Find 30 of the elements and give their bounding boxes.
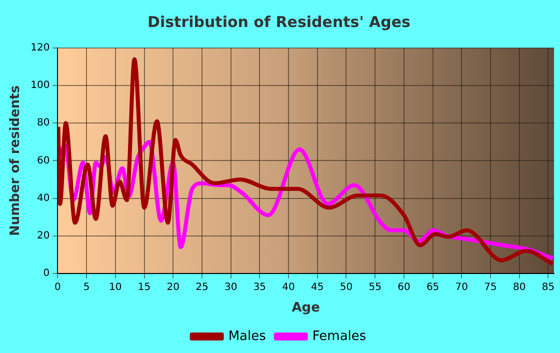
x-tick-label: 45 bbox=[311, 282, 324, 293]
x-tick-label: 30 bbox=[224, 282, 238, 293]
y-tick-label: 40 bbox=[36, 192, 50, 204]
x-tick-label: 10 bbox=[109, 282, 122, 293]
y-tick-label: 0 bbox=[43, 268, 50, 279]
y-tick-label: 20 bbox=[36, 230, 50, 242]
y-tick-label: 100 bbox=[30, 80, 50, 92]
chart-title: Distribution of Residents' Ages bbox=[148, 12, 411, 31]
y-tick-label: 120 bbox=[30, 42, 50, 54]
x-tick-label: 80 bbox=[513, 282, 526, 293]
x-tick-label: 65 bbox=[426, 282, 440, 293]
x-tick-label: 25 bbox=[196, 282, 208, 293]
x-tick-label: 35 bbox=[253, 282, 266, 293]
y-axis-title: Number of residents bbox=[8, 85, 24, 236]
y-tick-label: 80 bbox=[36, 118, 50, 129]
x-tick-label: 55 bbox=[368, 282, 382, 293]
x-tick-label: 40 bbox=[282, 282, 295, 293]
x-tick-label: 70 bbox=[455, 282, 468, 293]
x-tick-label: 0 bbox=[54, 282, 61, 293]
x-axis-title: Age bbox=[292, 300, 320, 316]
x-tick-label: 15 bbox=[138, 282, 151, 293]
x-tick-label: 20 bbox=[166, 282, 180, 293]
x-tick-label: 75 bbox=[484, 282, 497, 293]
legend-label: Males bbox=[228, 328, 266, 344]
legend-label: Females bbox=[312, 328, 366, 344]
x-tick-label: 60 bbox=[398, 282, 410, 293]
y-tick-label: 60 bbox=[36, 155, 50, 166]
x-tick-label: 50 bbox=[340, 282, 353, 293]
x-tick-label: 5 bbox=[83, 282, 90, 293]
x-tick-label: 85 bbox=[542, 282, 555, 293]
